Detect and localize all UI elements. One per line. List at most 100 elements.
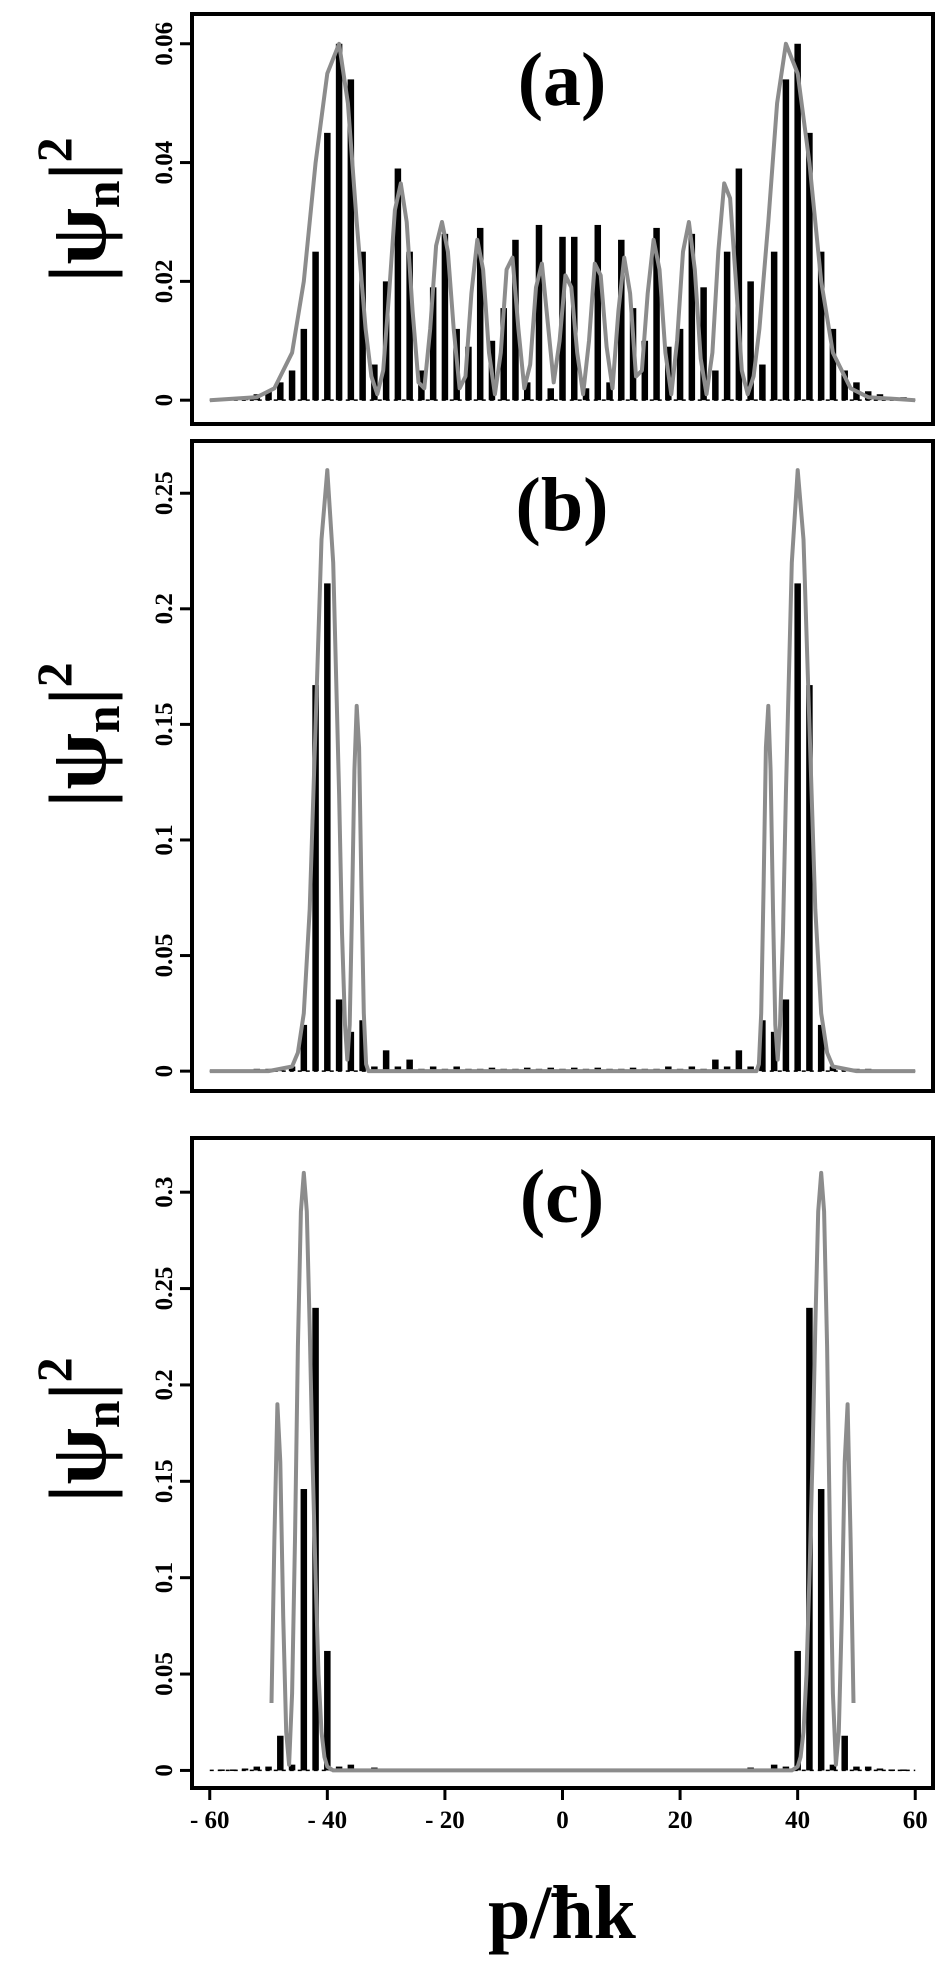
bar <box>817 251 825 401</box>
y-tick-label: 0.05 <box>151 934 178 978</box>
bar <box>241 1768 249 1771</box>
bar <box>806 685 813 1072</box>
bar <box>841 370 848 401</box>
x-axis-label: p/ħk <box>488 1871 637 1955</box>
bar <box>230 1769 237 1771</box>
y-tick-label: 0 <box>151 1764 178 1777</box>
bar <box>641 340 649 401</box>
bar <box>347 79 355 401</box>
bar <box>277 1735 284 1771</box>
y-tick-label: 0.02 <box>151 259 178 303</box>
bar <box>829 1066 837 1072</box>
bar <box>900 1769 907 1771</box>
bar <box>371 1066 378 1072</box>
bar <box>265 1766 272 1771</box>
bar <box>688 233 696 401</box>
bar <box>406 251 413 401</box>
bar <box>853 1766 860 1771</box>
bar <box>347 1764 355 1771</box>
bar <box>476 227 484 401</box>
bar <box>770 1031 778 1072</box>
panel-b: 0 0.05 0.1 0.15 0.2 0.25 (b) |ψn|2 <box>26 439 935 1093</box>
bar <box>347 1031 355 1072</box>
bar <box>735 1050 743 1072</box>
bar <box>359 1020 366 1072</box>
bar <box>406 1059 413 1072</box>
bar <box>723 1066 731 1072</box>
bar <box>429 287 437 401</box>
bar <box>265 391 272 401</box>
panel-a-marks <box>209 41 916 403</box>
bar <box>806 132 813 401</box>
bar <box>594 224 602 401</box>
bar <box>688 1066 696 1072</box>
bar <box>712 1059 719 1072</box>
x-tick-label: 0 <box>556 1807 569 1834</box>
bar <box>618 239 625 401</box>
panel-b-frame <box>190 439 935 1093</box>
bar <box>817 1024 825 1072</box>
bar <box>277 382 284 401</box>
panel-a-label: (a) <box>518 38 607 122</box>
x-tick-label: - 60 <box>190 1807 230 1834</box>
bar <box>288 370 296 401</box>
y-tick-label: 0.3 <box>151 1177 178 1208</box>
y-tick-label: 0.1 <box>151 1562 178 1593</box>
bar <box>676 328 684 401</box>
y-tick-label: 0.15 <box>151 1459 178 1503</box>
y-tick-label: 0.05 <box>151 1652 178 1696</box>
bar <box>335 43 343 401</box>
bar <box>864 1766 872 1771</box>
panel-c-yticks: 0 0.05 0.1 0.15 0.2 0.25 0.3 <box>151 1177 192 1777</box>
panel-a-frame <box>190 12 935 426</box>
panel-b-label: (b) <box>516 463 609 547</box>
y-tick-label: 0 <box>151 394 178 407</box>
bar <box>500 308 507 401</box>
bar <box>841 1735 848 1771</box>
x-tick-label: 40 <box>785 1807 810 1834</box>
bar <box>465 346 472 401</box>
y-tick-label: 0.2 <box>151 1369 178 1400</box>
bar <box>700 287 707 401</box>
bar <box>535 224 543 401</box>
envelope-curve <box>209 468 916 1074</box>
y-tick-label: 0.2 <box>151 593 178 624</box>
bar <box>218 1769 225 1771</box>
bar <box>759 1020 766 1072</box>
y-tick-label: 0.25 <box>151 1267 178 1311</box>
envelope-curve <box>209 41 916 403</box>
bar <box>300 1024 308 1072</box>
bar <box>876 1768 884 1771</box>
panel-b-ylabel: |ψn|2 <box>26 662 130 807</box>
bar <box>759 364 766 401</box>
bar <box>829 1764 837 1771</box>
bar <box>735 168 743 401</box>
panel-c-ylabel: |ψn|2 <box>26 1357 130 1502</box>
bar <box>394 1066 402 1072</box>
bar <box>312 685 319 1072</box>
bar <box>453 1066 460 1072</box>
bar <box>782 999 790 1072</box>
bar <box>665 1066 672 1072</box>
bar <box>441 233 449 401</box>
panel-c: 0 0.05 0.1 0.15 0.2 0.25 0.3 - 60 - 40 - 20 0 20 40… <box>26 1136 935 1834</box>
bar <box>723 251 731 401</box>
bar <box>888 1769 895 1771</box>
y-tick-label: 0.04 <box>151 140 178 184</box>
bar <box>794 1650 801 1771</box>
bar <box>300 1489 308 1771</box>
y-tick-label: 0.06 <box>151 22 178 66</box>
panel-c-label: (c) <box>520 1155 604 1239</box>
panel-c-xticks: - 60 - 40 - 20 0 20 40 60 <box>190 1788 928 1834</box>
bar <box>324 583 331 1072</box>
bar <box>394 168 402 401</box>
bar <box>547 388 554 401</box>
y-tick-label: 0.1 <box>151 824 178 855</box>
bar <box>523 382 531 401</box>
bar <box>253 1766 261 1771</box>
y-tick-label: 0 <box>151 1065 178 1078</box>
y-tick-label: 0.25 <box>151 471 178 515</box>
bar <box>747 281 754 401</box>
bar <box>359 251 366 401</box>
x-tick-label: 60 <box>903 1807 928 1834</box>
